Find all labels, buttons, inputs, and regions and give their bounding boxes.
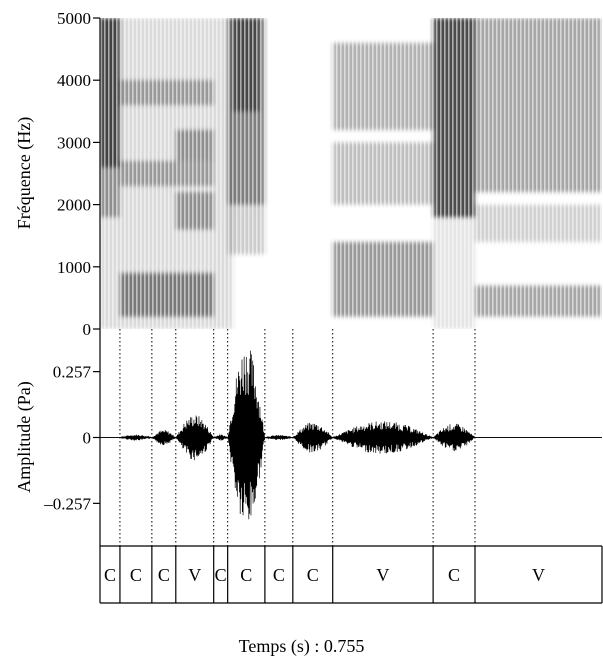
spectrogram-y-label: Fréquence (Hz) <box>14 117 35 229</box>
tier-segment-label: C <box>130 565 142 585</box>
x-axis-title: Temps (s) : 0.755 <box>238 636 365 656</box>
spectrogram-panel: 0 1000 2000 3000 4000 5000 Fréquence (Hz) <box>14 9 602 339</box>
spectrogram-tick-label: 1000 <box>57 258 91 277</box>
waveform-y-label: Amplitude (Pa) <box>14 381 35 492</box>
spectrogram-tick-label: 2000 <box>57 196 91 215</box>
spectrogram-tick-label: 0 <box>83 320 92 339</box>
tier-segment-label: C <box>307 565 319 585</box>
waveform-tick-label: 0.257 <box>53 363 92 382</box>
spectrogram-tick-label: 4000 <box>57 71 91 90</box>
waveform-tick-label: –0.257 <box>43 494 91 513</box>
tier-segment-label: V <box>188 565 201 585</box>
waveform-panel: –0.257 0 0.257 Amplitude (Pa) <box>14 329 602 546</box>
tier-segment-label: V <box>532 565 545 585</box>
tier-segment-label: V <box>376 565 389 585</box>
spectrogram-tick-label: 5000 <box>57 9 91 28</box>
tier-segment-label: C <box>215 565 227 585</box>
tier-segment-label: C <box>104 565 116 585</box>
tier-segment-label: C <box>240 565 252 585</box>
tier-segment-label: C <box>273 565 285 585</box>
tier-segment-label: C <box>158 565 170 585</box>
spectrogram-tick-label: 3000 <box>57 133 91 152</box>
waveform-tick-label: 0 <box>83 429 92 448</box>
waveform-y-ticks: –0.257 0 0.257 <box>43 363 100 513</box>
waveform-trace <box>100 350 602 520</box>
tier-segment-label: C <box>448 565 460 585</box>
spectrogram-y-ticks: 0 1000 2000 3000 4000 5000 <box>57 9 100 339</box>
spectrogram-striations <box>100 18 602 329</box>
